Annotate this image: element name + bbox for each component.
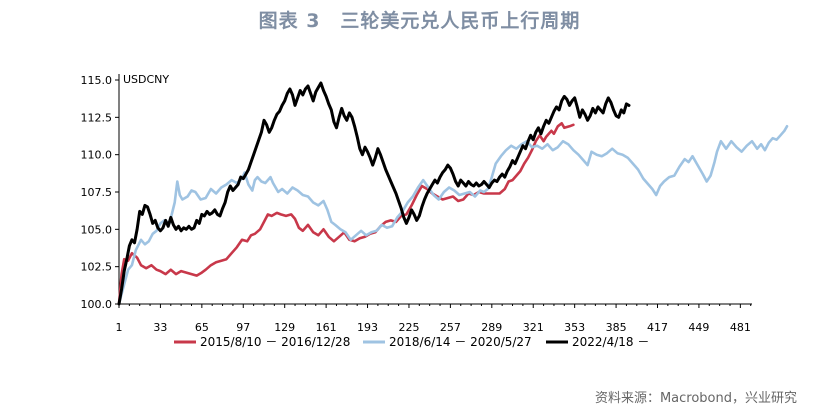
legend-label-2: 2018/6/14 － 2020/5/27: [389, 335, 532, 349]
series-line-2: [117, 125, 789, 306]
x-tick-label: 129: [274, 321, 295, 334]
source-note: 资料来源：Macrobond，兴业研究: [594, 391, 797, 406]
x-tick-label: 225: [398, 321, 419, 334]
x-tick-label: 417: [647, 321, 668, 334]
axes: 100.0 102.5 105.0 107.5 110.0 112.5 115.0 1 33 65…: [81, 73, 752, 334]
legend: 2015/8/10 － 2016/12/28 2018/6/14 － 2020/5…: [174, 335, 649, 349]
legend-label-3: 2022/4/18 －: [572, 335, 649, 349]
y-tick-label: 110.0: [81, 149, 113, 162]
x-tick-label: 1: [116, 321, 123, 334]
y-tick-label: 112.5: [81, 111, 113, 124]
x-tick-label: 385: [606, 321, 627, 334]
y-tick-label: 100.0: [81, 298, 113, 311]
x-tick-label: 353: [564, 321, 585, 334]
legend-label-1: 2015/8/10 － 2016/12/28: [200, 335, 350, 349]
y-tick-label: 107.5: [81, 186, 113, 199]
y-tick-label: 102.5: [81, 261, 113, 274]
x-tick-label: 289: [481, 321, 502, 334]
x-tick-label: 257: [440, 321, 461, 334]
x-tick-label: 193: [357, 321, 378, 334]
x-tick-label: 97: [236, 321, 250, 334]
x-tick-label: 161: [316, 321, 337, 334]
series-line-3: [117, 81, 631, 306]
y-tick-label: 115.0: [81, 74, 113, 87]
x-tick-label: 65: [195, 321, 209, 334]
x-tick-label: 481: [730, 321, 751, 334]
chart-title: 图表 3 三轮美元兑人民币上行周期: [258, 10, 581, 32]
x-tick-label: 33: [153, 321, 167, 334]
y-tick-label: 105.0: [81, 223, 113, 236]
y-axis-label: USDCNY: [123, 73, 169, 86]
x-tick-label: 449: [688, 321, 709, 334]
x-tick-label: 321: [523, 321, 544, 334]
series-layer: [117, 81, 789, 306]
